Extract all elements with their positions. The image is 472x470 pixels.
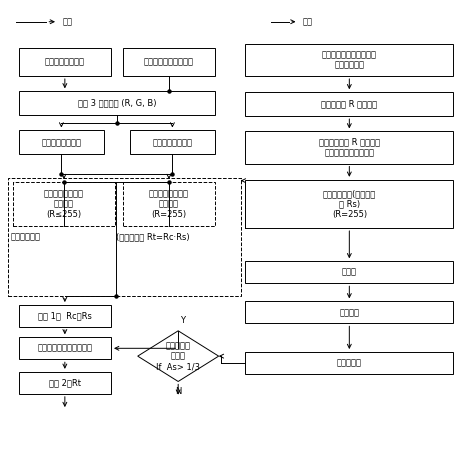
Text: 基于颜色分量比的
阈值分割
(R=255): 基于颜色分量比的 阈值分割 (R=255) bbox=[149, 189, 189, 219]
Text: 离线: 离线 bbox=[303, 17, 313, 26]
FancyBboxPatch shape bbox=[245, 131, 454, 164]
Text: 记录图像采集时的照度: 记录图像采集时的照度 bbox=[144, 58, 194, 67]
FancyBboxPatch shape bbox=[245, 261, 454, 283]
FancyBboxPatch shape bbox=[245, 301, 454, 323]
Text: 结果 1：  Rc、Rs: 结果 1： Rc、Rs bbox=[38, 312, 92, 321]
FancyBboxPatch shape bbox=[245, 180, 454, 228]
FancyBboxPatch shape bbox=[123, 182, 215, 226]
Text: 结果 2：Rt: 结果 2：Rt bbox=[49, 378, 81, 387]
FancyBboxPatch shape bbox=[245, 92, 454, 116]
FancyBboxPatch shape bbox=[18, 305, 111, 327]
Text: 分段阈值分割: 分段阈值分割 bbox=[11, 233, 41, 242]
Polygon shape bbox=[138, 331, 219, 382]
FancyBboxPatch shape bbox=[130, 131, 215, 154]
Text: (分割结果为 Rt=Rc·Rs): (分割结果为 Rt=Rc·Rs) bbox=[116, 233, 189, 242]
FancyBboxPatch shape bbox=[18, 372, 111, 394]
Text: 输入彩色番茄图像: 输入彩色番茄图像 bbox=[45, 58, 85, 67]
FancyBboxPatch shape bbox=[245, 44, 454, 76]
Text: 采集同一番茄在不同光照
条件下的图像: 采集同一番茄在不同光照 条件下的图像 bbox=[322, 50, 377, 70]
FancyBboxPatch shape bbox=[18, 337, 111, 360]
Text: 建立番茄区域 R 颜色分量
均值与照度的正比关系: 建立番茄区域 R 颜色分量 均值与照度的正比关系 bbox=[319, 138, 380, 157]
FancyBboxPatch shape bbox=[18, 48, 111, 76]
FancyBboxPatch shape bbox=[123, 48, 215, 76]
FancyBboxPatch shape bbox=[245, 352, 454, 374]
Text: 在线: 在线 bbox=[62, 17, 73, 26]
Text: 小区域去除: 小区域去除 bbox=[337, 359, 362, 368]
Text: 计算归一化色差值: 计算归一化色差值 bbox=[42, 138, 81, 147]
Text: 光斑区域分割(分割结果
为 Rs)
(R=255): 光斑区域分割(分割结果 为 Rs) (R=255) bbox=[323, 189, 376, 219]
Text: N: N bbox=[175, 387, 181, 396]
FancyBboxPatch shape bbox=[18, 91, 215, 115]
Text: 基于归一化色差的
阈值分割
(R≤255): 基于归一化色差的 阈值分割 (R≤255) bbox=[44, 189, 84, 219]
FancyBboxPatch shape bbox=[18, 131, 104, 154]
Text: 开运算: 开运算 bbox=[342, 268, 357, 277]
Text: 番茄光斑区
域识别
If  As> 1/3: 番茄光斑区 域识别 If As> 1/3 bbox=[156, 341, 200, 371]
Text: 计算颜色分量比值: 计算颜色分量比值 bbox=[152, 138, 193, 147]
Text: 提取 3 颜色分量 (R, G, B): 提取 3 颜色分量 (R, G, B) bbox=[77, 99, 156, 108]
FancyBboxPatch shape bbox=[13, 182, 115, 226]
Text: Y: Y bbox=[180, 316, 185, 325]
Text: 开运算、区域标记、去噪: 开运算、区域标记、去噪 bbox=[37, 344, 93, 353]
Text: 区域标记: 区域标记 bbox=[339, 308, 359, 317]
Text: 取番茄区域 R 颜色分量: 取番茄区域 R 颜色分量 bbox=[321, 100, 378, 109]
